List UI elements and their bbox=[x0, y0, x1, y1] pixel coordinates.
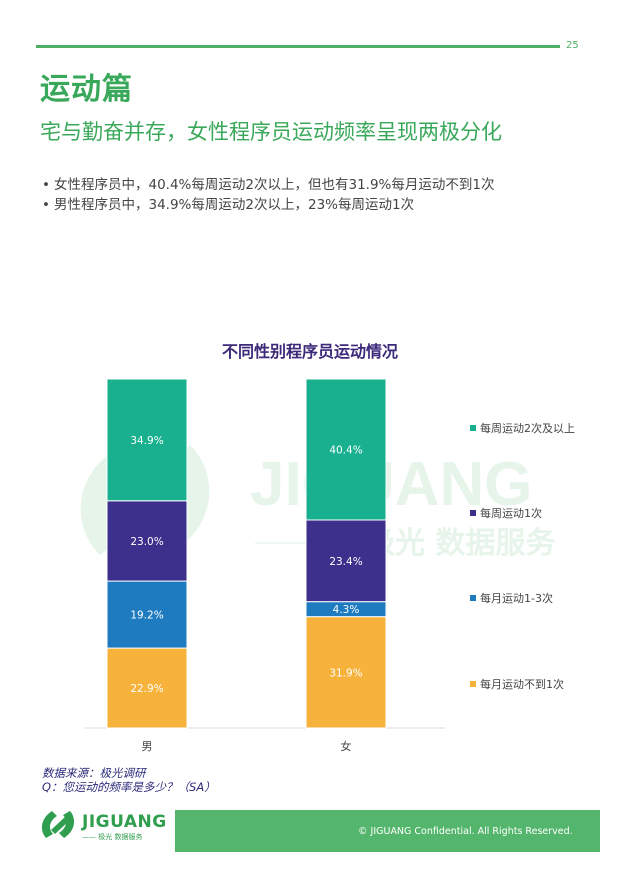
bar-segment bbox=[106, 378, 188, 502]
bar-segment bbox=[106, 500, 188, 582]
footer-logo-tagline: —— 极光 数据服务 bbox=[82, 833, 143, 841]
chart-title: 不同性别程序员运动情况 bbox=[221, 342, 398, 361]
footer-logo-name: JIGUANG bbox=[82, 812, 167, 832]
data-label: 19.2% bbox=[130, 610, 163, 622]
legend-label: 每月运动1-3次 bbox=[480, 592, 553, 605]
legend-swatch bbox=[470, 595, 476, 601]
bullet-icon: • bbox=[42, 197, 50, 213]
legend-label: 每周运动2次及以上 bbox=[480, 422, 575, 435]
data-label: 4.3% bbox=[333, 604, 360, 616]
bar-segment bbox=[305, 378, 387, 521]
finding-text: 女性程序员中，40.4%每周运动2次以上，但也有31.9%每月运动不到1次 bbox=[54, 177, 495, 193]
legend-item: 每周运动1次 bbox=[470, 505, 542, 521]
finding-item: • 男性程序员中，34.9%每周运动2次以上，23%每周运动1次 bbox=[42, 195, 494, 215]
finding-item: • 女性程序员中，40.4%每周运动2次以上，但也有31.9%每月运动不到1次 bbox=[42, 175, 494, 195]
finding-text: 男性程序员中，34.9%每周运动2次以上，23%每周运动1次 bbox=[54, 197, 415, 213]
source-line: 数据来源：极光调研 bbox=[42, 766, 146, 780]
data-label: 22.9% bbox=[130, 683, 163, 695]
data-source: 数据来源：极光调研 Q：您运动的频率是多少？（SA） bbox=[42, 766, 216, 794]
legend-item: 每周运动2次及以上 bbox=[470, 420, 575, 436]
bar-segment bbox=[106, 580, 188, 649]
bar-segment bbox=[305, 616, 387, 729]
category-label: 女 bbox=[341, 739, 352, 753]
legend-label: 每月运动不到1次 bbox=[480, 678, 564, 691]
key-findings: • 女性程序员中，40.4%每周运动2次以上，但也有31.9%每月运动不到1次 •… bbox=[42, 175, 494, 215]
data-label: 31.9% bbox=[329, 667, 362, 679]
page-subtitle: 宅与勤奋并存，女性程序员运动频率呈现两极分化 bbox=[40, 120, 502, 144]
jiguang-logo-icon bbox=[41, 811, 75, 838]
legend-label: 每周运动1次 bbox=[480, 507, 542, 520]
stacked-bar-chart: 22.9% 19.2% 23.0% 34.9% 男 31.9% 4.3% 23.4% 40.4%… bbox=[85, 378, 445, 753]
section-title: 运动篇 bbox=[40, 72, 133, 107]
bar-segment bbox=[106, 647, 188, 729]
legend-swatch bbox=[470, 681, 476, 687]
header-rule bbox=[36, 45, 560, 48]
data-label: 23.4% bbox=[329, 556, 362, 568]
data-label: 40.4% bbox=[329, 444, 362, 456]
data-label: 23.0% bbox=[130, 536, 163, 548]
bullet-icon: • bbox=[42, 177, 50, 193]
legend-item: 每月运动不到1次 bbox=[470, 676, 564, 692]
footer-band bbox=[175, 810, 600, 852]
legend-swatch bbox=[470, 425, 476, 431]
data-label: 34.9% bbox=[130, 435, 163, 447]
category-label: 男 bbox=[142, 740, 153, 753]
copyright-notice: © JIGUANG Confidential. All Rights Reser… bbox=[358, 826, 573, 837]
survey-question: Q：您运动的频率是多少？（SA） bbox=[42, 780, 216, 794]
legend-swatch bbox=[470, 510, 476, 516]
legend-item: 每月运动1-3次 bbox=[470, 590, 553, 606]
page-number: 25 bbox=[566, 40, 579, 51]
